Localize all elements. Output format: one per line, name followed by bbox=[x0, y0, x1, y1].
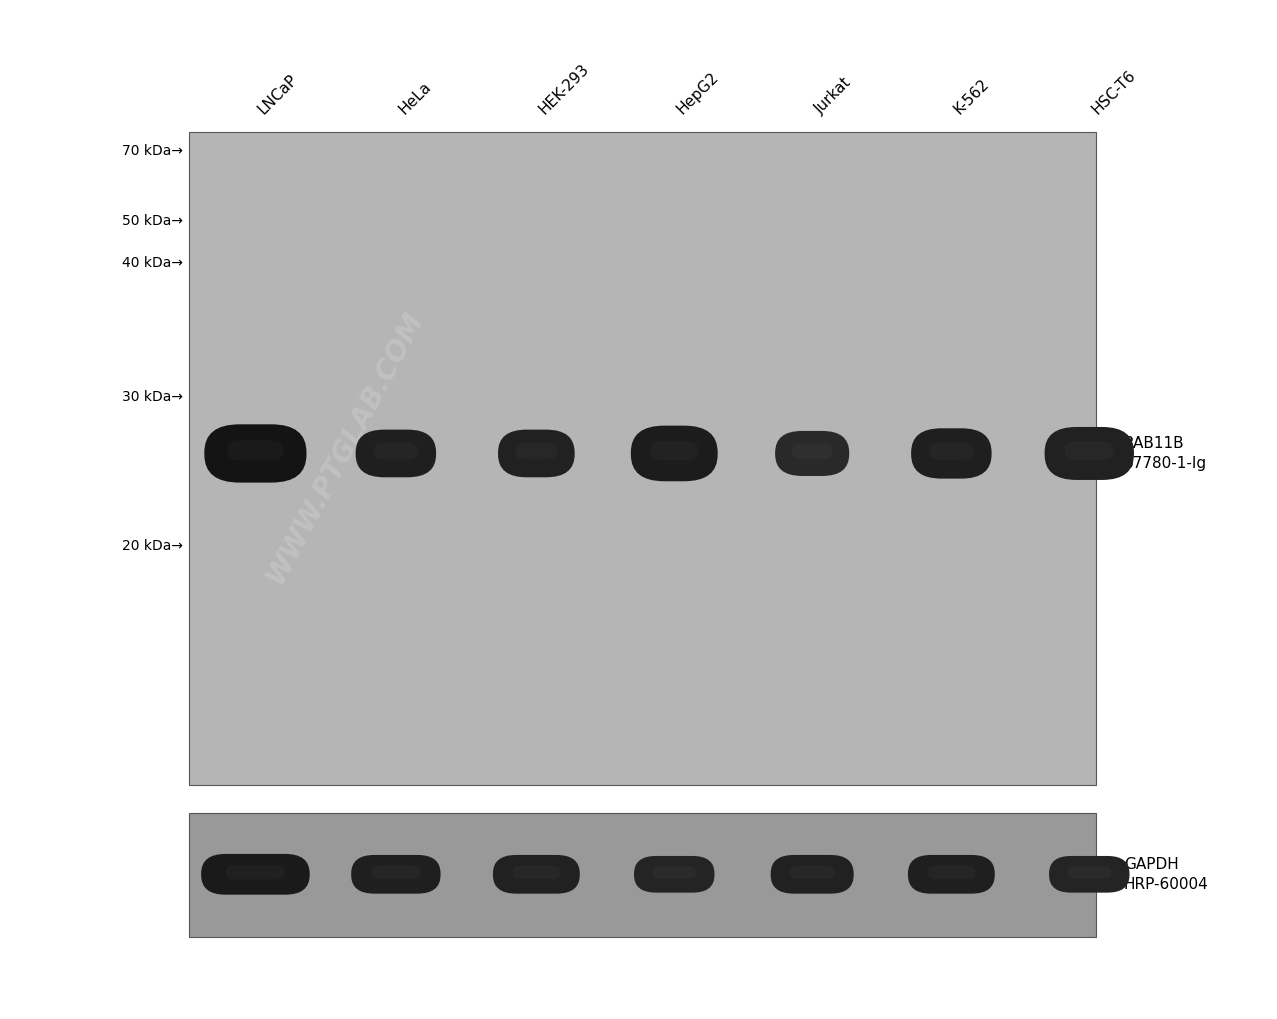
FancyBboxPatch shape bbox=[351, 855, 441, 894]
Text: HEK-293: HEK-293 bbox=[536, 61, 593, 117]
Text: GAPDH
HRP-60004: GAPDH HRP-60004 bbox=[1124, 857, 1208, 892]
Text: LNCaP: LNCaP bbox=[255, 72, 301, 117]
Text: HSC-T6: HSC-T6 bbox=[1089, 67, 1139, 117]
FancyBboxPatch shape bbox=[189, 132, 1096, 785]
Text: HepG2: HepG2 bbox=[674, 69, 722, 117]
FancyBboxPatch shape bbox=[493, 855, 580, 894]
FancyBboxPatch shape bbox=[789, 865, 835, 879]
Text: 30 kDa→: 30 kDa→ bbox=[121, 390, 183, 405]
Text: WWW.PTGLAB.COM: WWW.PTGLAB.COM bbox=[261, 308, 429, 589]
FancyBboxPatch shape bbox=[771, 855, 854, 894]
FancyBboxPatch shape bbox=[1065, 441, 1114, 461]
Text: K-562: K-562 bbox=[951, 76, 992, 117]
Text: 70 kDa→: 70 kDa→ bbox=[121, 144, 183, 158]
FancyBboxPatch shape bbox=[498, 430, 575, 477]
FancyBboxPatch shape bbox=[930, 442, 973, 460]
Text: 40 kDa→: 40 kDa→ bbox=[121, 256, 183, 270]
FancyBboxPatch shape bbox=[650, 441, 699, 461]
Text: 50 kDa→: 50 kDa→ bbox=[121, 214, 183, 228]
FancyBboxPatch shape bbox=[908, 855, 995, 894]
Text: Jurkat: Jurkat bbox=[812, 75, 854, 117]
FancyBboxPatch shape bbox=[1068, 866, 1111, 878]
Text: 20 kDa→: 20 kDa→ bbox=[121, 539, 183, 553]
FancyBboxPatch shape bbox=[1048, 856, 1130, 893]
FancyBboxPatch shape bbox=[653, 866, 696, 878]
FancyBboxPatch shape bbox=[227, 440, 283, 461]
FancyBboxPatch shape bbox=[775, 431, 849, 476]
FancyBboxPatch shape bbox=[202, 854, 310, 895]
Text: HeLa: HeLa bbox=[396, 79, 434, 117]
FancyBboxPatch shape bbox=[912, 428, 991, 479]
FancyBboxPatch shape bbox=[355, 430, 435, 477]
FancyBboxPatch shape bbox=[189, 813, 1096, 937]
FancyBboxPatch shape bbox=[792, 443, 833, 460]
FancyBboxPatch shape bbox=[635, 856, 715, 893]
FancyBboxPatch shape bbox=[226, 865, 285, 879]
FancyBboxPatch shape bbox=[512, 865, 561, 879]
Text: RAB11B
67780-1-Ig: RAB11B 67780-1-Ig bbox=[1124, 436, 1207, 471]
FancyBboxPatch shape bbox=[927, 865, 976, 879]
FancyBboxPatch shape bbox=[515, 442, 557, 460]
FancyBboxPatch shape bbox=[204, 424, 306, 483]
FancyBboxPatch shape bbox=[1045, 427, 1134, 480]
FancyBboxPatch shape bbox=[631, 426, 718, 481]
FancyBboxPatch shape bbox=[372, 865, 420, 879]
FancyBboxPatch shape bbox=[374, 442, 418, 460]
